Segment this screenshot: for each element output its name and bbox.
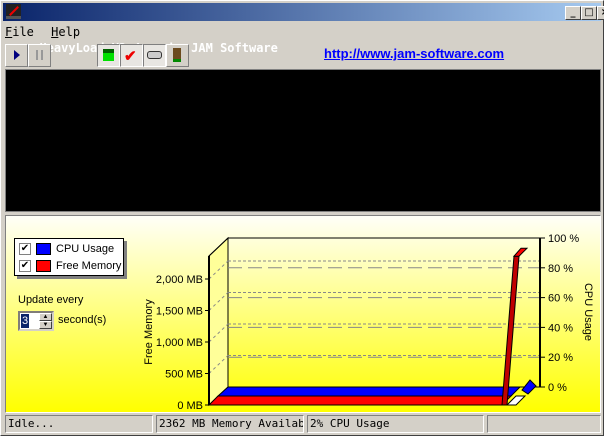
start-button[interactable] bbox=[5, 44, 28, 67]
harddisk-icon bbox=[147, 51, 162, 59]
tree-walker-button[interactable] bbox=[166, 44, 189, 67]
memory-stress-button[interactable] bbox=[143, 44, 166, 67]
memory-gridline-side bbox=[208, 355, 229, 374]
legend-cpu-label: CPU Usage bbox=[56, 243, 115, 255]
memory-gridline-side bbox=[208, 323, 229, 343]
update-interval-value[interactable]: 3 bbox=[21, 314, 30, 328]
right-axis-title: CPU Usage bbox=[582, 283, 594, 341]
update-every-label: Update every bbox=[18, 294, 84, 306]
menu-bar: File Help bbox=[5, 23, 90, 41]
usage-chart: 0 MB 500 MB 1,000 MB 1,500 MB 2,000 MB 0 % 20 … bbox=[143, 233, 594, 412]
disk-stress-button[interactable]: ✔ bbox=[120, 44, 143, 67]
chart-panel: 0 MB 500 MB 1,000 MB 1,500 MB 2,000 MB 0 % 20 … bbox=[5, 215, 601, 413]
free-memory-series bbox=[207, 395, 513, 406]
update-interval-spinner[interactable]: 3 ▲ ▼ bbox=[18, 311, 54, 331]
legend-cpu: ✔ CPU Usage bbox=[19, 241, 114, 257]
right-tick-label: 80 % bbox=[548, 263, 573, 275]
pause-icon bbox=[36, 50, 43, 60]
left-tick-label: 500 MB bbox=[165, 369, 203, 381]
checkdisk-icon: ✔ bbox=[124, 48, 137, 65]
cpu-usage-checkbox[interactable]: ✔ bbox=[19, 243, 31, 255]
left-tick-label: 1,500 MB bbox=[156, 306, 203, 318]
spike-base bbox=[505, 395, 527, 406]
right-tick-label: 60 % bbox=[548, 293, 573, 305]
cpu-usage-series bbox=[216, 386, 522, 397]
app-icon bbox=[6, 4, 21, 19]
menu-help-accel: H bbox=[51, 25, 59, 39]
status-cpu: 2% CPU Usage bbox=[307, 415, 484, 433]
left-tick-label: 2,000 MB bbox=[156, 274, 203, 286]
back-wall bbox=[227, 237, 541, 388]
memory-gridline-side bbox=[208, 292, 229, 311]
left-tick-label: 0 MB bbox=[177, 400, 203, 412]
maximize-button[interactable]: □ bbox=[581, 6, 597, 20]
legend-memory-label: Free Memory bbox=[56, 260, 122, 272]
play-icon bbox=[14, 50, 20, 60]
memory-swatch bbox=[36, 260, 51, 272]
menu-help-label: elp bbox=[58, 25, 81, 39]
cpu-chip-icon bbox=[103, 49, 114, 61]
free-memory-spike-top bbox=[512, 247, 529, 257]
pause-button[interactable] bbox=[28, 44, 51, 67]
minimize-button[interactable]: _ bbox=[565, 6, 581, 20]
load-graph-area bbox=[5, 69, 601, 212]
seconds-label: second(s) bbox=[58, 314, 107, 326]
status-state: Idle... bbox=[5, 415, 153, 433]
tree-icon bbox=[173, 48, 181, 62]
cpu-swatch bbox=[36, 243, 51, 255]
legend-memory: ✔ Free Memory bbox=[19, 258, 121, 274]
free-memory-checkbox[interactable]: ✔ bbox=[19, 260, 31, 272]
jam-software-link[interactable]: http://www.jam-software.com bbox=[324, 46, 505, 61]
cpu-usage-latest bbox=[521, 379, 537, 395]
free-memory-spike bbox=[501, 255, 520, 406]
menu-help[interactable]: Help bbox=[51, 25, 80, 39]
status-extra bbox=[487, 415, 601, 433]
left-wall bbox=[208, 236, 229, 407]
right-tick-label: 20 % bbox=[548, 352, 573, 364]
spin-down-icon[interactable]: ▼ bbox=[39, 321, 52, 329]
memory-gridline-side bbox=[208, 260, 229, 280]
right-tick-label: 0 % bbox=[548, 382, 567, 394]
spin-up-icon[interactable]: ▲ bbox=[39, 313, 52, 321]
title-bar: HeavyLoad V2.4 by JAM Software _ □ × bbox=[3, 3, 604, 55]
close-button[interactable]: × bbox=[597, 6, 604, 20]
chart-legend: ✔ CPU Usage ✔ Free Memory bbox=[14, 238, 124, 276]
left-axis-title: Free Memory bbox=[143, 299, 155, 365]
status-memory: 2362 MB Memory Available bbox=[156, 415, 304, 433]
menu-file[interactable]: File bbox=[5, 25, 34, 39]
right-tick-label: 40 % bbox=[548, 322, 573, 334]
menu-file-label: ile bbox=[12, 25, 34, 39]
left-tick-label: 1,000 MB bbox=[156, 337, 203, 349]
menu-file-accel: F bbox=[5, 25, 13, 39]
right-tick-label: 100 % bbox=[548, 233, 579, 245]
cpu-stress-button[interactable] bbox=[97, 44, 120, 67]
